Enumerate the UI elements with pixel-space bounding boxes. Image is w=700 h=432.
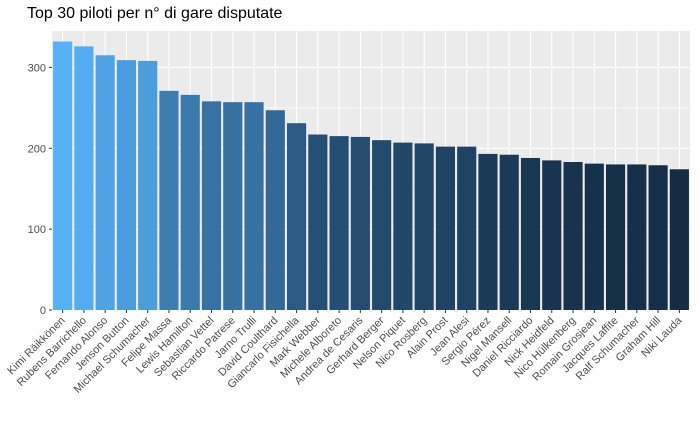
- bar: [223, 102, 243, 310]
- grid-minor: [52, 107, 690, 270]
- y-tick-label: 300: [28, 62, 46, 74]
- bar: [648, 165, 668, 310]
- bar: [478, 153, 498, 310]
- chart-title: Top 30 piloti per n° di gare disputate: [27, 5, 283, 22]
- bar: [53, 41, 73, 311]
- bar: [116, 60, 137, 311]
- bar: [138, 60, 158, 310]
- bar: [244, 102, 264, 310]
- bar: [584, 163, 604, 310]
- bar: [329, 136, 349, 310]
- bar: [414, 143, 434, 310]
- bar: [627, 164, 647, 310]
- y-tick-label: 200: [28, 143, 46, 155]
- bar: [201, 101, 222, 310]
- bar: [286, 123, 307, 310]
- bar: [605, 164, 626, 310]
- bar: [669, 169, 689, 310]
- bar: [563, 162, 583, 310]
- bar: [520, 157, 541, 310]
- bar: [95, 55, 115, 311]
- bar: [159, 90, 179, 310]
- bar: [457, 146, 477, 310]
- bar: [308, 134, 328, 310]
- bar: [435, 146, 456, 310]
- y-axis: 0 100 200 300: [28, 62, 52, 317]
- bar: [265, 110, 285, 311]
- bar: [180, 94, 200, 310]
- bar: [350, 136, 370, 310]
- bars: [53, 41, 689, 311]
- plot-panel: [52, 31, 690, 310]
- bar: [74, 46, 94, 310]
- bar: [393, 142, 413, 310]
- bar: [499, 154, 519, 310]
- bar: [372, 140, 392, 310]
- y-tick-label: 100: [28, 224, 46, 236]
- y-tick-label: 0: [40, 305, 46, 317]
- bar: [542, 160, 562, 310]
